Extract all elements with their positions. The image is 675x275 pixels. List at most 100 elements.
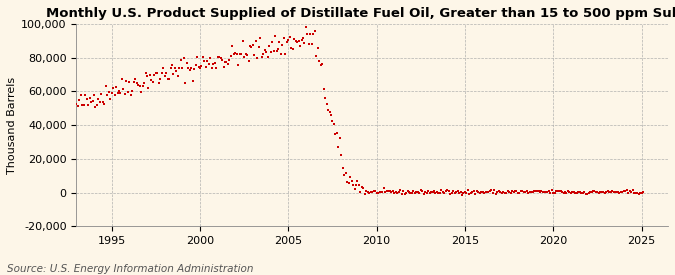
Point [330,132,341,137]
Point [295,44,306,49]
Point [248,43,259,48]
Point [117,76,128,81]
Point [72,103,83,108]
Point [152,71,163,75]
Point [518,190,529,194]
Point [209,61,220,66]
Point [323,107,333,112]
Point [192,55,202,59]
Point [140,71,151,75]
Point [144,73,155,78]
Point [487,191,498,196]
Point [448,189,458,193]
Point [577,190,588,195]
Point [475,191,485,195]
Point [250,39,261,43]
Point [348,183,358,187]
Point [106,91,117,95]
Point [118,87,129,91]
Point [187,78,198,83]
Point [208,62,219,67]
Point [306,42,317,46]
Point [236,52,246,56]
Point [433,190,444,195]
Point [566,191,576,195]
Point [462,188,473,192]
Point [501,191,512,195]
Point [174,66,185,71]
Point [466,190,477,195]
Point [271,48,282,53]
Point [558,191,569,195]
Point [249,53,260,57]
Point [103,90,114,94]
Point [539,189,550,194]
Point [614,191,625,195]
Point [115,91,126,96]
Point [215,56,226,60]
Point [585,190,595,194]
Point [561,191,572,195]
Point [460,190,470,194]
Point [133,82,144,87]
Point [387,189,398,194]
Point [629,191,640,195]
Point [346,178,357,183]
Point [399,191,410,196]
Point [308,32,319,36]
Point [130,77,140,81]
Point [574,190,585,194]
Point [618,188,629,193]
Point [221,60,232,64]
Point [178,56,189,60]
Point [88,93,99,97]
Point [198,55,209,59]
Point [167,63,178,68]
Point [169,65,180,70]
Point [176,58,186,62]
Point [356,185,367,189]
Point [296,38,307,42]
Point [520,190,531,194]
Point [352,179,363,183]
Point [320,95,331,100]
Point [244,43,255,48]
Point [485,189,495,194]
Point [76,93,86,97]
Point [212,55,223,59]
Point [97,99,108,104]
Point [92,103,103,108]
Point [589,189,600,193]
Point [180,81,190,85]
Point [142,74,153,78]
Point [483,190,494,194]
Point [194,66,205,70]
Point [415,188,426,192]
Point [238,39,248,43]
Point [86,100,97,104]
Point [80,92,90,97]
Point [373,191,383,195]
Point [556,189,566,194]
Point [543,189,554,194]
Point [385,189,396,194]
Point [404,190,414,194]
Point [273,46,284,51]
Point [342,180,352,184]
Point [111,84,122,89]
Point [427,189,438,194]
Point [406,191,417,195]
Point [218,65,229,70]
Point [121,79,132,84]
Point [423,189,433,193]
Point [87,98,98,103]
Point [542,190,553,194]
Point [481,190,492,195]
Point [284,34,295,39]
Point [379,186,389,190]
Point [314,59,325,63]
Point [564,190,575,194]
Point [582,191,593,196]
Point [492,190,503,194]
Point [362,190,373,194]
